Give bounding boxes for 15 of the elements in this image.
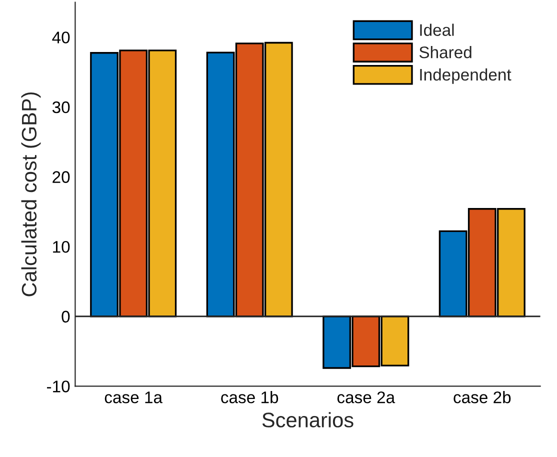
legend-label: Independent (420, 68, 512, 84)
x-tick-label: case 2a (337, 391, 396, 404)
y-tick-label: 10 (53, 240, 70, 253)
x-axis-title: Scenarios (262, 412, 354, 428)
y-tick-label: -10 (46, 380, 70, 392)
x-tick-label: case 1b (221, 391, 278, 404)
x-tick-label: case 2b (454, 391, 511, 404)
y-tick-label: 30 (52, 101, 70, 114)
legend-label: Ideal (420, 24, 454, 36)
x-tick-label: case 1a (104, 392, 163, 404)
y-tick-label: 20 (52, 171, 70, 183)
y-axis-title: Calculated cost (GBP) (21, 92, 41, 296)
y-tick-label: 0 (62, 310, 70, 323)
legend-label: Shared (419, 46, 472, 58)
y-tick-label: 40 (52, 32, 70, 44)
